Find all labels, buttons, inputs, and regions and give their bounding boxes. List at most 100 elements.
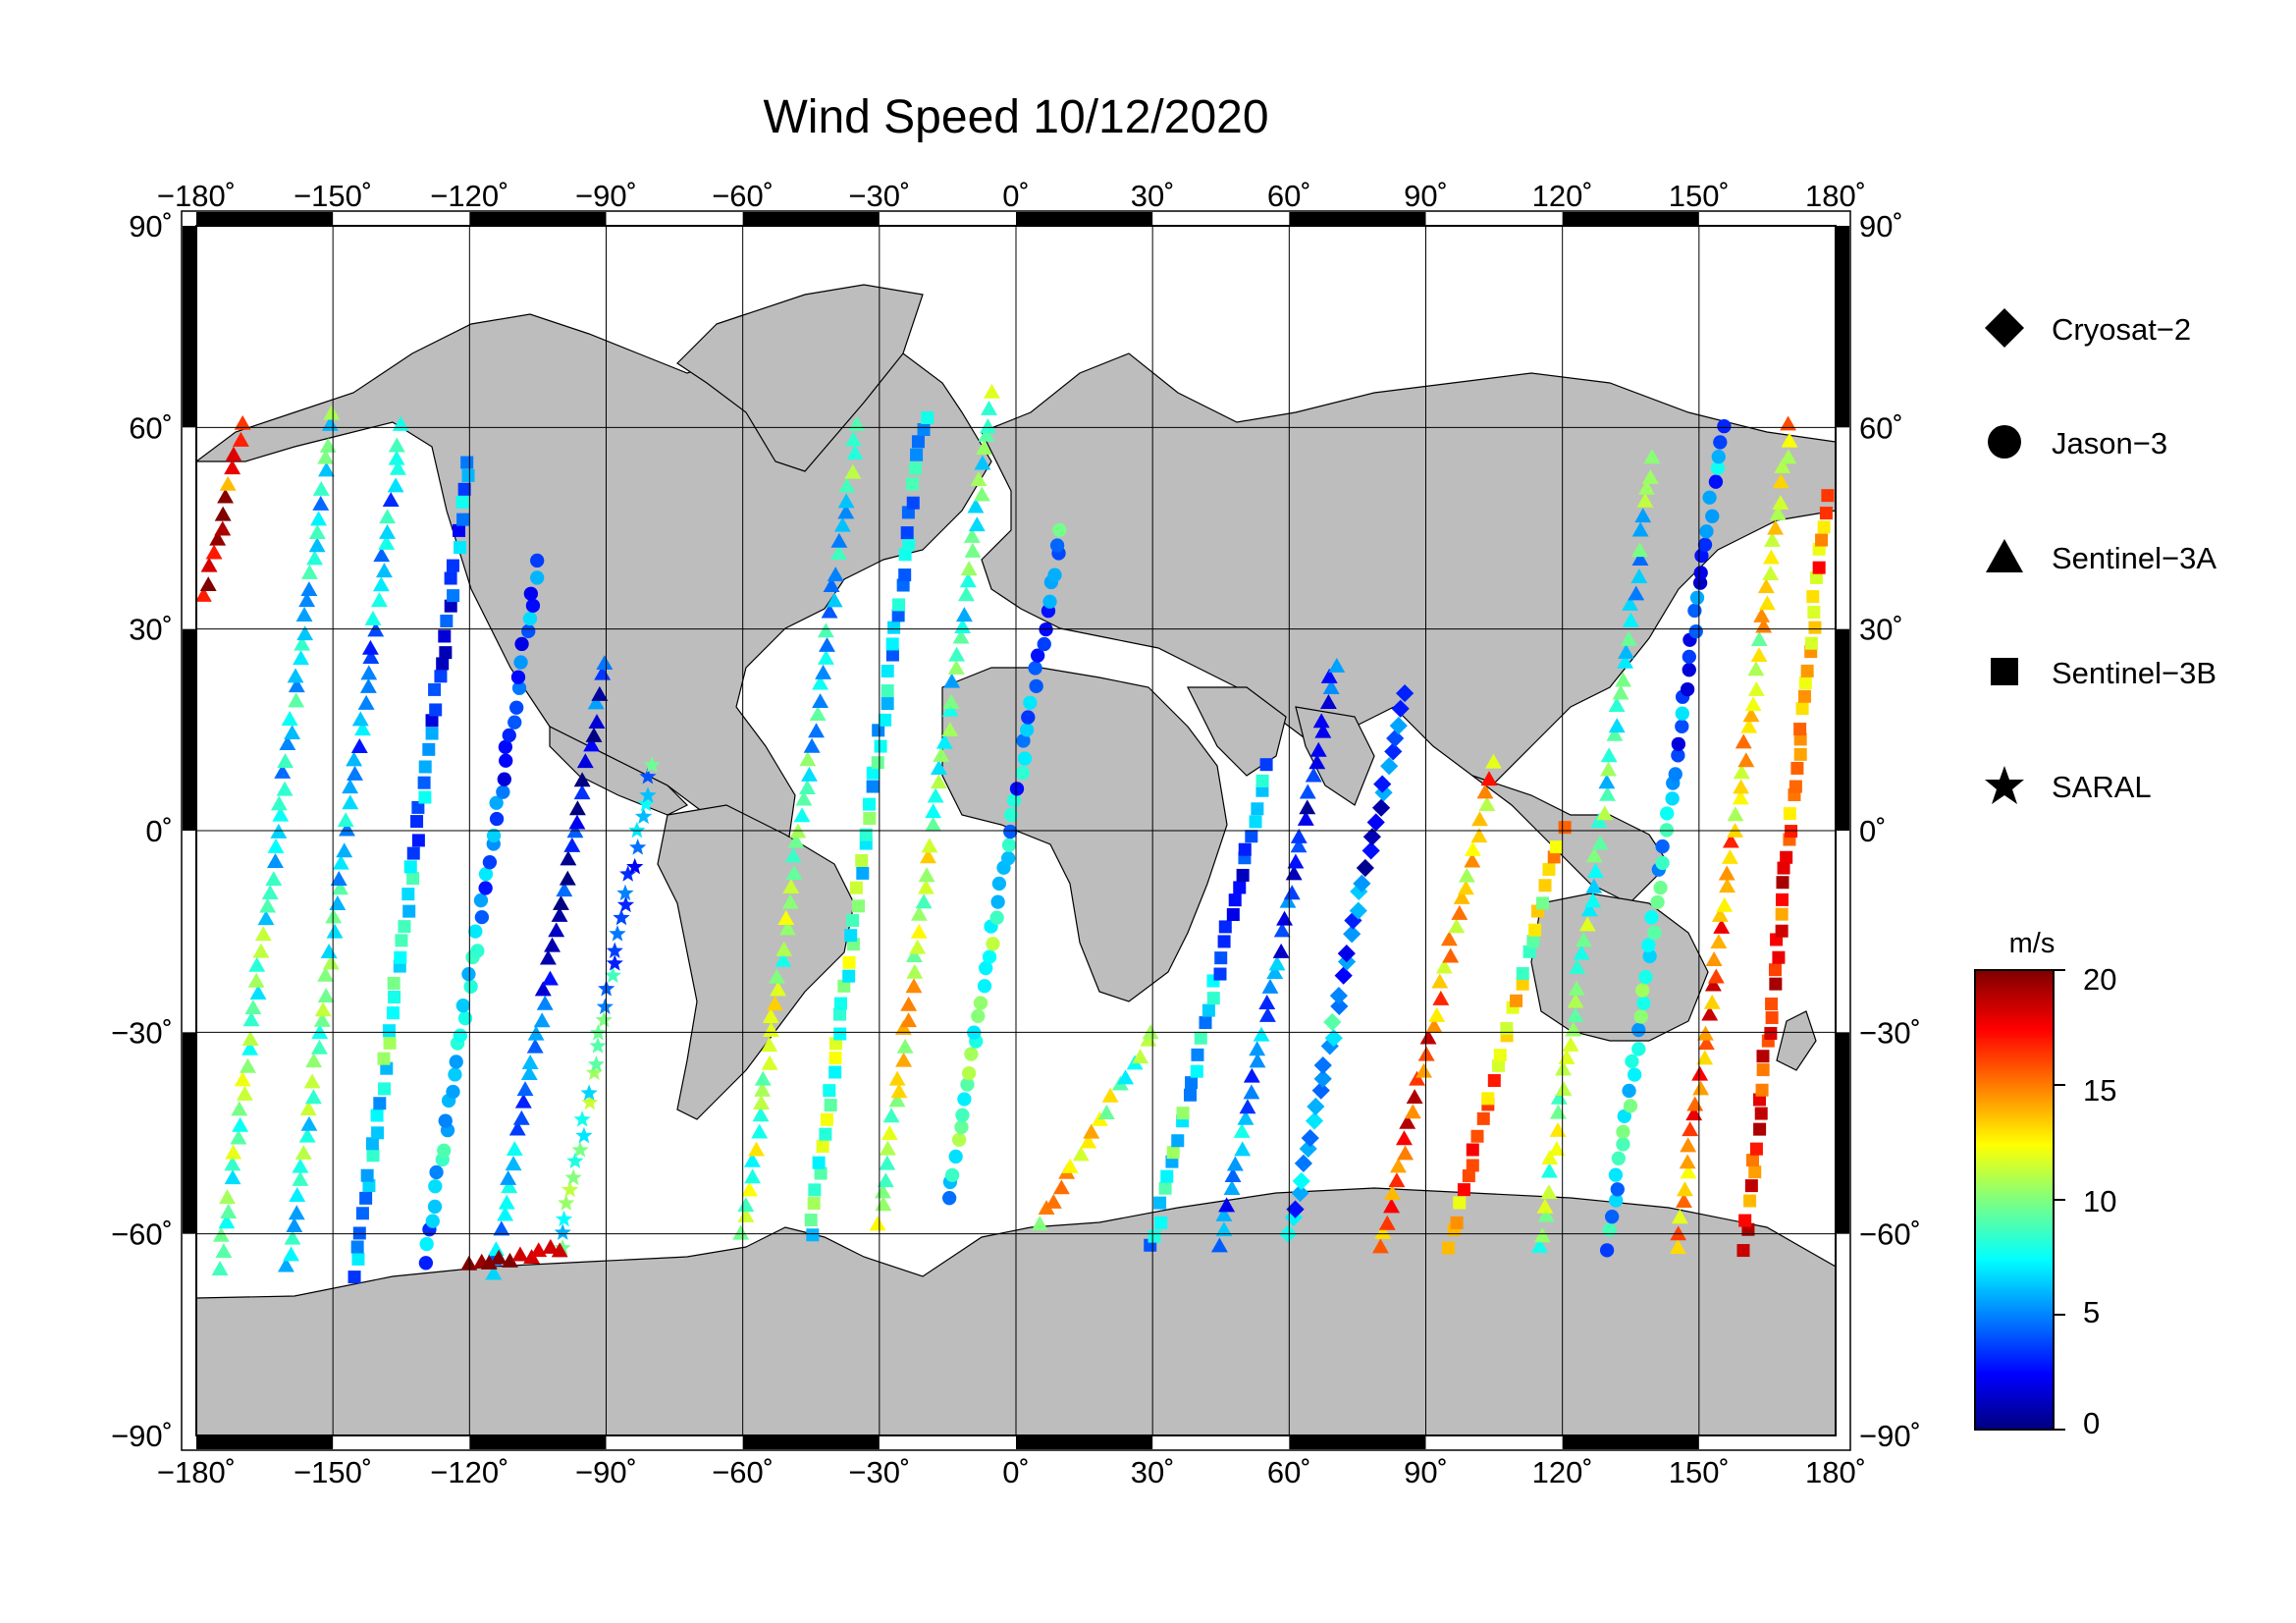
track-point: [1753, 607, 1771, 622]
track-point: [737, 1207, 755, 1222]
track-point: [1549, 840, 1563, 854]
lon-tick-label-top: −30˚: [848, 179, 910, 213]
lon-tick-label-top: −150˚: [294, 179, 372, 213]
track-point: [1744, 1179, 1758, 1193]
track-point: [1602, 1222, 1617, 1237]
track-point: [254, 926, 272, 942]
track-point: [1243, 1084, 1260, 1100]
track-point: [1329, 986, 1348, 1005]
track-point: [1117, 1069, 1135, 1085]
track-point: [894, 1019, 912, 1035]
track-point: [1762, 565, 1780, 580]
track-point: [1622, 612, 1639, 627]
track-point: [1253, 1026, 1270, 1042]
track-point: [355, 1207, 369, 1220]
track-point: [311, 1039, 328, 1055]
track-point: [1450, 1216, 1464, 1229]
track-point: [1003, 824, 1018, 839]
track-point: [1374, 1223, 1392, 1239]
track-point: [1542, 862, 1556, 876]
track-point: [1052, 522, 1067, 537]
colorbar-ticks: [2054, 969, 2065, 1431]
track-point: [1320, 668, 1338, 683]
track-point: [944, 1167, 960, 1183]
track-point: [1701, 1005, 1719, 1021]
track-point: [803, 737, 821, 753]
track-point: [411, 834, 425, 847]
track-point: [1821, 489, 1835, 503]
track-point: [1279, 893, 1297, 908]
track-point: [249, 985, 267, 1001]
track-point: [288, 1205, 305, 1220]
track-point: [350, 738, 368, 753]
track-point: [354, 721, 371, 736]
track-point: [1297, 810, 1314, 826]
track-point: [563, 837, 581, 852]
track-point: [580, 1084, 598, 1101]
track-point: [761, 1037, 778, 1053]
track-point: [444, 599, 457, 613]
lat-tick-label-right: −30˚: [1859, 1015, 1921, 1050]
track-point: [1653, 880, 1668, 895]
track-point: [317, 966, 335, 982]
track-point: [1692, 575, 1708, 590]
frame-bar-top: [1289, 212, 1426, 225]
track-point: [1776, 876, 1789, 890]
track-point: [1272, 943, 1290, 958]
track-point: [525, 598, 541, 614]
track-point: [1362, 841, 1380, 860]
colorbar-label-10: 10: [2083, 1184, 2117, 1218]
track-point: [781, 893, 799, 909]
track-point: [1389, 717, 1408, 735]
track-point: [885, 637, 899, 651]
track-point: [1493, 1049, 1507, 1062]
track-point: [1608, 697, 1626, 712]
track-point: [918, 867, 935, 883]
track-point: [1655, 839, 1670, 854]
track-point: [339, 821, 355, 837]
track-point: [425, 714, 439, 728]
track-point: [1628, 585, 1645, 601]
track-point: [346, 751, 363, 767]
track-point: [1772, 950, 1786, 964]
track-point: [575, 1126, 593, 1144]
lon-tick-label-top: 60˚: [1267, 179, 1311, 213]
track-point: [606, 954, 623, 971]
track-point: [1806, 590, 1820, 604]
track-point: [1470, 828, 1488, 843]
frame-bar-top: [196, 212, 334, 225]
track-point: [833, 997, 847, 1010]
track-point: [1215, 1221, 1233, 1237]
track-point: [1718, 865, 1735, 881]
track-point: [1585, 878, 1603, 893]
track-point: [342, 794, 359, 810]
track-point: [833, 1027, 847, 1041]
track-point: [905, 978, 923, 994]
track-point: [1682, 663, 1696, 677]
track-point: [1694, 548, 1709, 564]
track-point: [1727, 806, 1744, 822]
track-point: [1428, 1006, 1446, 1022]
track-point: [1638, 969, 1653, 985]
track-point: [489, 795, 504, 810]
track-point: [1258, 994, 1276, 1009]
track-point: [1670, 1225, 1687, 1241]
track-point: [224, 1156, 241, 1171]
track-point: [1758, 595, 1776, 611]
track-point: [1239, 1099, 1256, 1114]
colorbar-label-15: 15: [2083, 1073, 2117, 1108]
track-point: [1291, 1183, 1309, 1203]
track-point: [1466, 1143, 1479, 1157]
track-point: [370, 592, 388, 608]
track-point: [551, 906, 568, 922]
track-point: [1567, 993, 1584, 1008]
track-point: [1753, 1093, 1767, 1107]
track-point: [1636, 996, 1651, 1010]
track-point: [959, 572, 977, 588]
track-point: [362, 649, 380, 665]
tick-labels: −180˚ −180˚ −150˚ −150˚ −120˚ −120˚ −90˚ −90˚ −6…: [111, 179, 1921, 1489]
track-point: [366, 1149, 380, 1163]
track-point: [510, 670, 526, 684]
track-point: [1540, 1163, 1558, 1178]
track-point: [1713, 435, 1728, 450]
